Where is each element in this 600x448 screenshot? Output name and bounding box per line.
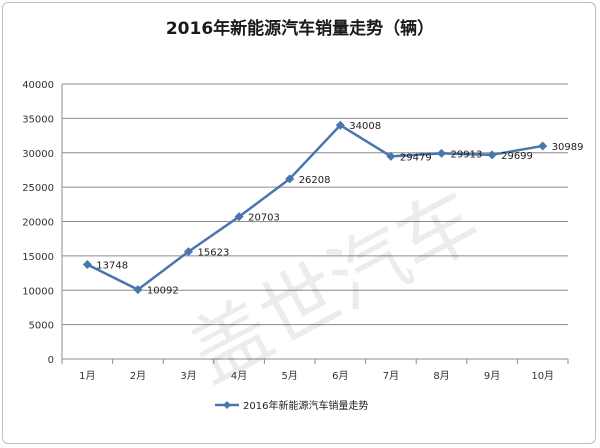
data-point xyxy=(184,247,193,257)
x-tick-labels: 1月 2月 3月 4月 5月 6月 7月 8月 9月 10月 xyxy=(79,370,554,382)
x-tick-label: 5月 xyxy=(282,370,298,382)
data-label: 30989 xyxy=(552,142,584,153)
data-label: 10092 xyxy=(147,286,179,297)
series-layer xyxy=(82,120,548,295)
x-tick-label: 1月 xyxy=(79,370,95,382)
data-point xyxy=(133,285,143,295)
data-label: 29479 xyxy=(400,152,432,163)
data-point xyxy=(285,174,295,184)
y-tick-label: 15000 xyxy=(22,252,54,263)
y-tick-label: 35000 xyxy=(22,114,54,125)
data-point xyxy=(234,212,244,222)
legend: 2016年新能源汽车销量走势 xyxy=(215,399,368,412)
y-tick-label: 10000 xyxy=(22,286,54,297)
x-tick-label: 9月 xyxy=(484,370,500,382)
data-label: 20703 xyxy=(248,213,280,224)
legend-label: 2016年新能源汽车销量走势 xyxy=(243,399,368,412)
y-tick-label: 25000 xyxy=(22,183,54,194)
data-point xyxy=(82,259,92,269)
watermark: 盖世汽车 xyxy=(176,175,494,401)
data-point xyxy=(335,120,345,130)
series-line xyxy=(86,123,543,291)
data-label: 34008 xyxy=(349,121,381,132)
y-tick-label: 20000 xyxy=(22,218,54,229)
y-tick-label: 30000 xyxy=(22,149,54,160)
data-label: 13748 xyxy=(96,260,128,271)
x-tick-label: 2月 xyxy=(130,370,146,382)
x-tick-label: 3月 xyxy=(180,370,196,382)
chart-frame xyxy=(2,2,596,444)
data-label: 15623 xyxy=(198,248,230,259)
data-point xyxy=(538,141,548,151)
gridlines xyxy=(62,83,568,326)
axes xyxy=(61,84,569,364)
y-tick-label: 40000 xyxy=(22,80,54,91)
data-label: 29913 xyxy=(451,149,483,160)
x-tick-label: 4月 xyxy=(231,370,247,382)
x-tick-label: 7月 xyxy=(383,370,399,382)
data-point xyxy=(487,150,497,160)
data-label: 26208 xyxy=(299,175,331,186)
data-label: 29699 xyxy=(501,151,533,162)
x-tick-label: 8月 xyxy=(433,370,449,382)
y-tick-labels: 0 5000 10000 15000 20000 25000 30000 35000 40000 xyxy=(22,80,54,366)
data-point xyxy=(437,148,446,158)
chart-title: 2016年新能源汽车销量走势（辆） xyxy=(165,19,435,39)
data-labels: 13748 10092 15623 20703 26208 34008 29479 29913… xyxy=(96,121,583,296)
legend-marker xyxy=(223,401,231,409)
x-tick-label: 6月 xyxy=(332,370,348,382)
data-point xyxy=(386,151,396,161)
x-tick-label: 10月 xyxy=(531,370,554,382)
y-tick-label: 5000 xyxy=(29,321,54,332)
y-tick-label: 0 xyxy=(48,355,54,366)
